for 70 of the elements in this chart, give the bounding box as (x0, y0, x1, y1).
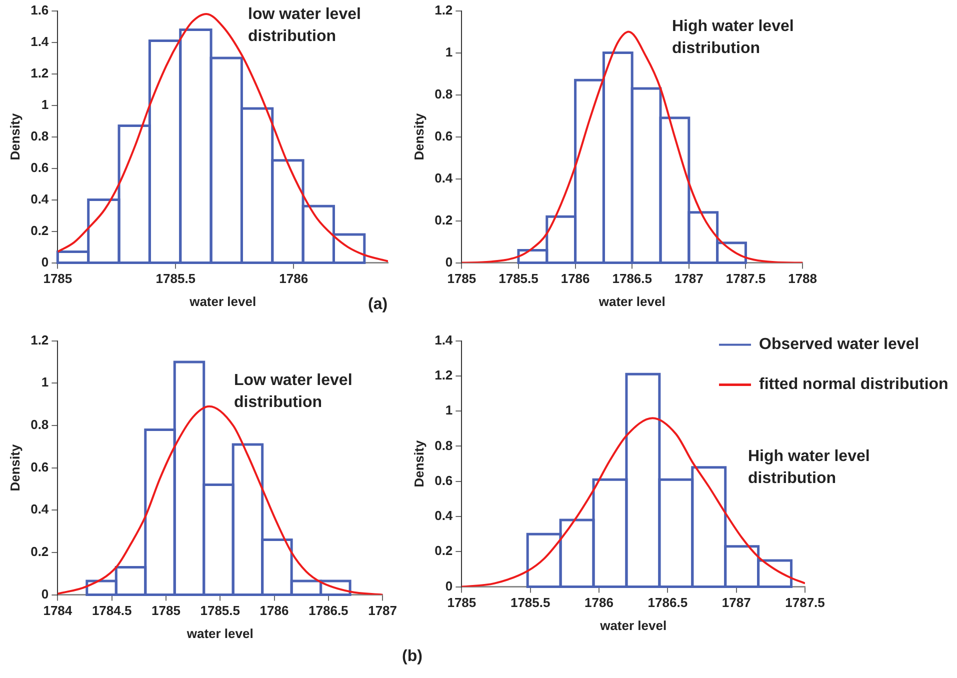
y-tick-label: 0.4 (434, 170, 454, 186)
y-tick-label: 0.4 (30, 191, 50, 206)
x-tick-label: 1787 (722, 595, 751, 610)
annotation: High water level distribution (748, 447, 871, 489)
y-axis-title: Density (411, 440, 426, 488)
y-tick-label: 1 (41, 96, 49, 112)
x-axis-title: water level (599, 618, 667, 633)
y-tick-label: 0.8 (30, 417, 49, 432)
x-tick-label: 1785 (447, 595, 476, 610)
y-tick-label: 0.6 (434, 128, 453, 144)
x-tick-label: 1784 (43, 603, 73, 618)
x-axis-title: water level (188, 294, 256, 309)
y-tick-label: 0.8 (30, 128, 49, 144)
x-tick-label: 1786 (560, 271, 590, 286)
y-tick-label: 0.2 (30, 544, 49, 560)
text: (b) (402, 647, 424, 667)
y-tick-label: 1.2 (434, 2, 453, 18)
legend-label: Observed water level (759, 336, 920, 354)
y-tick-label: 0.2 (434, 543, 453, 558)
y-tick-label: 1 (41, 374, 49, 390)
x-tick-label: 1785.5 (498, 271, 538, 286)
legend-label: fitted normal distribution (759, 376, 948, 394)
y-axis-title: Density (7, 444, 22, 492)
x-tick-label: 1784.5 (92, 603, 132, 618)
y-tick-label: 1.2 (30, 332, 49, 348)
y-axis-title: Density (411, 112, 426, 160)
y-tick-label: 1.6 (30, 2, 49, 18)
y-tick-label: 0.8 (434, 86, 453, 102)
y-tick-label: 0 (41, 586, 49, 602)
x-tick-label: 1788 (788, 271, 817, 286)
annotation: Low water level distribution (234, 371, 354, 413)
y-tick-label: 0.2 (30, 222, 49, 238)
y-tick-label: 0.6 (30, 160, 49, 175)
x-tick-label: 1785 (152, 603, 180, 618)
y-tick-label: 0 (445, 254, 453, 270)
x-tick-label: 1786.5 (612, 271, 652, 286)
y-tick-label: 0.8 (434, 438, 453, 453)
annotation: low water level distribution (248, 5, 362, 47)
x-axis-title: water level (598, 294, 666, 309)
y-tick-label: 1 (445, 44, 453, 60)
y-tick-label: 1.2 (434, 368, 453, 383)
x-tick-label: 1786 (260, 603, 289, 618)
y-tick-label: 1 (445, 402, 453, 418)
y-axis-title: Density (7, 112, 22, 160)
y-tick-label: 0.6 (434, 472, 453, 488)
y-tick-label: 1.2 (30, 65, 49, 80)
y-tick-label: 0.4 (30, 502, 50, 517)
x-tick-label: 1787.5 (785, 595, 825, 610)
annotation: High water level distribution (672, 17, 795, 59)
y-tick-label: 0 (445, 578, 453, 594)
y-tick-label: 1.4 (434, 332, 454, 348)
x-tick-label: 1786 (279, 271, 308, 286)
x-tick-label: 1785 (43, 271, 72, 286)
x-tick-label: 1785 (447, 271, 476, 286)
x-tick-label: 1786.5 (648, 595, 688, 610)
x-tick-label: 1785.5 (156, 271, 196, 286)
y-tick-label: 0.4 (434, 508, 454, 524)
x-tick-label: 1785.5 (510, 595, 550, 610)
y-tick-label: 0.6 (30, 459, 49, 474)
y-tick-label: 0 (41, 254, 49, 270)
x-tick-label: 1787 (674, 271, 704, 286)
text: (a) (368, 295, 389, 315)
y-tick-label: 0.2 (434, 212, 453, 228)
x-tick-label: 1787 (368, 603, 397, 618)
x-axis-title: water level (186, 626, 254, 641)
x-tick-label: 1787.5 (726, 271, 766, 286)
x-tick-label: 1785.5 (200, 603, 240, 618)
x-tick-label: 1786.5 (308, 603, 348, 618)
y-tick-label: 1.4 (30, 34, 50, 49)
x-tick-label: 1786 (584, 595, 614, 610)
